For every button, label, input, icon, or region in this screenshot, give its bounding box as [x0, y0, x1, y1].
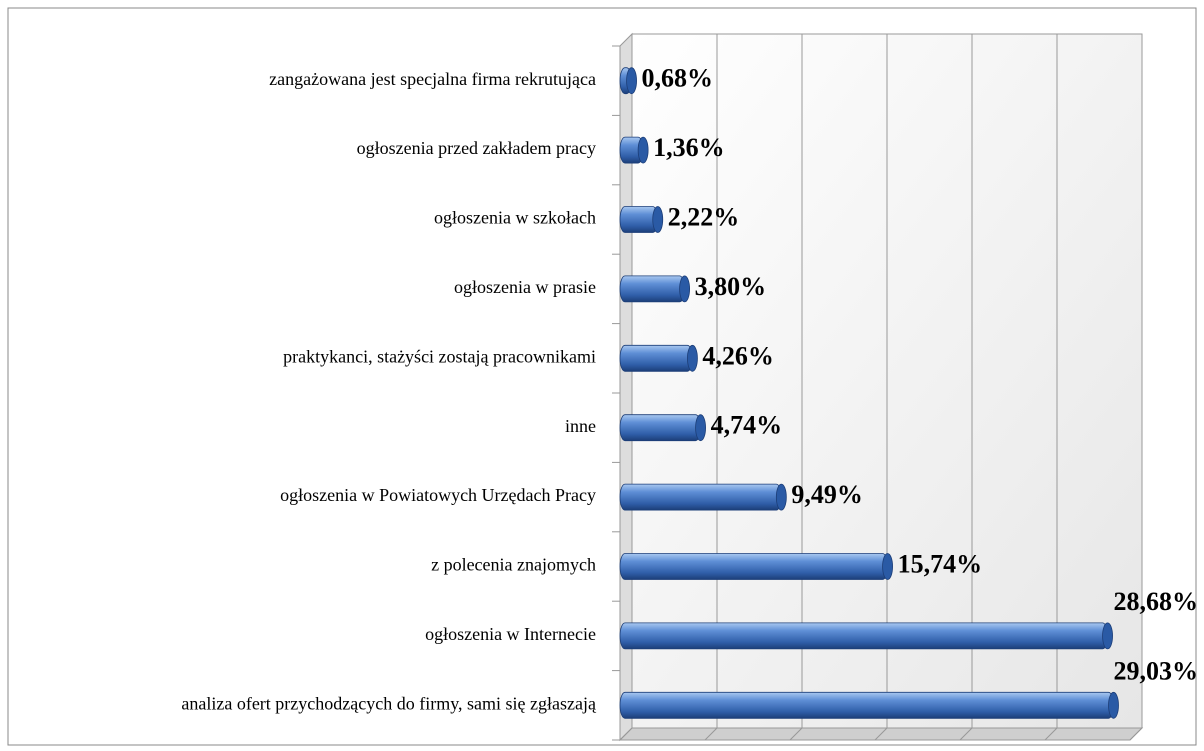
grid-line	[619, 34, 633, 741]
grid-line	[959, 34, 973, 741]
bar-cap	[626, 67, 637, 95]
value-label: 28,68%	[1114, 587, 1199, 616]
category-label: ogłoszenia w Internecie	[425, 624, 596, 644]
category-label: analiza ofert przychodzących do firmy, s…	[181, 693, 597, 713]
bar	[619, 691, 1114, 719]
bar-cap	[637, 136, 649, 164]
category-label: zangażowana jest specjalna firma rekrutu…	[269, 69, 596, 89]
grid-line	[1129, 34, 1143, 741]
category-label: ogłoszenia w prasie	[454, 277, 596, 297]
grid-line	[1044, 34, 1058, 741]
bar	[619, 206, 659, 233]
value-label: 29,03%	[1114, 656, 1199, 685]
bar-cap	[882, 553, 893, 580]
category-label: ogłoszenia w szkołach	[434, 208, 596, 228]
bar	[619, 553, 888, 580]
category-label: praktykanci, stażyści zostają pracownika…	[283, 346, 596, 366]
value-label: 0,68%	[642, 64, 714, 93]
bar	[619, 414, 701, 442]
value-label: 2,22%	[668, 202, 740, 231]
value-label: 3,80%	[695, 272, 767, 301]
value-label: 1,36%	[653, 133, 725, 162]
bar-cap	[1108, 691, 1119, 719]
value-label: 9,49%	[791, 480, 863, 509]
category-label: inne	[565, 416, 596, 436]
grid-line	[789, 34, 803, 741]
bar	[619, 622, 1108, 650]
bar-cap	[1102, 622, 1113, 650]
grid-line	[704, 34, 718, 741]
bar-cap	[687, 344, 698, 372]
category-label: ogłoszenia w Powiatowych Urzędach Pracy	[280, 485, 596, 505]
value-label: 15,74%	[898, 549, 983, 578]
bar-cap	[695, 414, 706, 442]
category-label: ogłoszenia przed zakładem pracy	[357, 138, 596, 158]
bar-cap	[652, 206, 664, 233]
value-label: 4,74%	[711, 411, 783, 440]
value-label: 4,26%	[702, 341, 774, 370]
bar	[619, 344, 693, 372]
bar	[619, 275, 685, 303]
grid-line	[874, 34, 888, 741]
bar-cap	[679, 275, 690, 303]
category-label: z polecenia znajomych	[431, 555, 596, 575]
bar	[619, 483, 782, 511]
bar-cap	[775, 483, 787, 511]
